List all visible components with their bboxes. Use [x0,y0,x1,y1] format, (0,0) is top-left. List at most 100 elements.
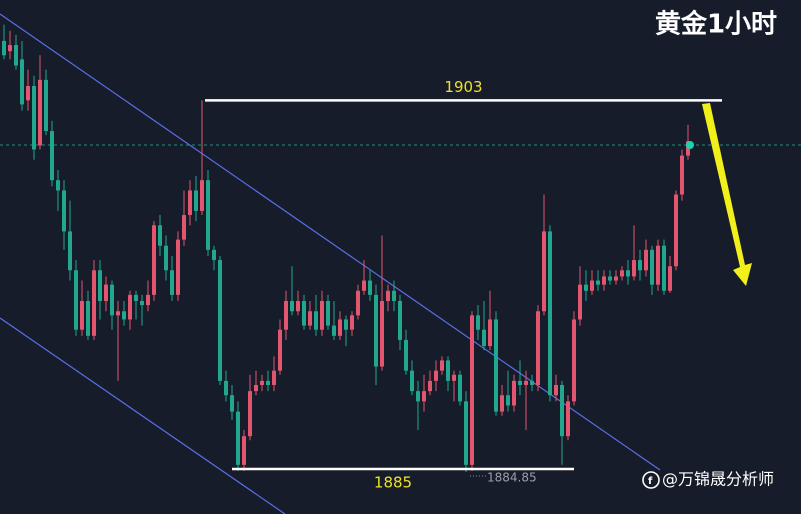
candle-body [260,380,264,385]
candle-body [164,245,168,271]
candle-body [110,284,114,316]
candle-body [212,249,216,261]
candle-body [218,260,222,381]
candle-body [68,231,72,271]
candle-body [170,270,174,295]
candle-body [320,301,324,330]
candle-body [338,319,342,336]
candle-body [482,329,486,347]
candle-body [398,301,402,340]
candle-body [464,401,468,465]
candle-body [290,301,294,312]
candle-body [206,180,210,250]
candle-body [98,270,102,302]
candle-body [362,280,366,291]
candle-body [74,270,78,330]
candle-body [674,194,678,267]
candle-body [254,384,258,392]
candle-body [386,290,390,302]
candle-body [356,290,360,316]
candle-body [422,391,426,402]
candle-body [188,190,192,216]
candle-body [2,40,6,56]
candle-body [116,311,120,316]
candle-body [8,45,12,52]
candle-body [278,329,282,371]
candle-body [20,59,24,105]
candle-body [668,266,672,291]
candle-body [284,301,288,330]
candle-body [272,370,276,385]
candle-body [50,131,54,181]
chart-title: 黄金1小时 [655,9,777,40]
candle-body [392,290,396,302]
candle-body [314,311,318,330]
candle-body [80,301,84,330]
level-label: 1903 [444,78,482,96]
candle-body [578,284,582,320]
candle-body [644,249,648,271]
candle-body [326,301,330,326]
candle-body [512,380,516,406]
candle-body [524,380,528,385]
candle-body [122,311,126,320]
down-arrow [702,103,752,286]
candle-body [500,395,504,412]
candle-body [32,86,36,150]
candle-body [542,231,546,312]
candle-body [572,319,576,402]
candle-body [404,339,408,371]
candle-body [92,270,96,336]
plot [2,24,690,473]
candle-body [332,325,336,336]
candle-body [44,79,48,132]
candle-body [458,374,462,402]
candle-body [452,374,456,381]
candle-body [194,190,198,211]
candle-body [146,294,150,306]
candle-body [530,380,534,385]
candle-body [638,260,642,271]
low-label: 1884.85 [487,471,537,485]
candle-body [104,284,108,302]
candle-body [494,319,498,412]
candle-body [62,190,66,232]
candle-body [26,86,30,101]
candle-body [128,294,132,320]
candle-body [590,280,594,291]
candle-body [608,276,612,281]
candle-body [182,215,186,240]
candle-body [536,311,540,385]
watermark: @万锦晟分析师 [662,470,774,489]
candle-body [650,249,654,285]
candle-body [476,315,480,330]
candle-body [38,79,42,146]
candle-body [560,384,564,437]
candle-body [224,380,228,396]
candle-body [626,270,630,277]
candle-body [596,280,600,285]
candle-body [176,239,180,295]
candle-body [140,301,144,306]
candle-body [230,395,234,412]
candle-body [434,370,438,381]
candle-body [350,315,354,330]
candle-body [410,370,414,392]
candle-body [428,380,432,392]
candle-body [236,411,240,465]
candle-body [602,276,606,285]
candle-body [566,401,570,437]
current-price-dot [686,141,694,149]
candle-body [656,245,660,285]
watermark-icon-letter: f [648,476,653,487]
candle-body [152,225,156,295]
candle-body [440,360,444,371]
candle-body [548,231,552,396]
candle-body [296,301,300,312]
candle-body [584,284,588,291]
candle-body [662,245,666,291]
candle-body [368,280,372,295]
watermark-icon [642,471,660,489]
